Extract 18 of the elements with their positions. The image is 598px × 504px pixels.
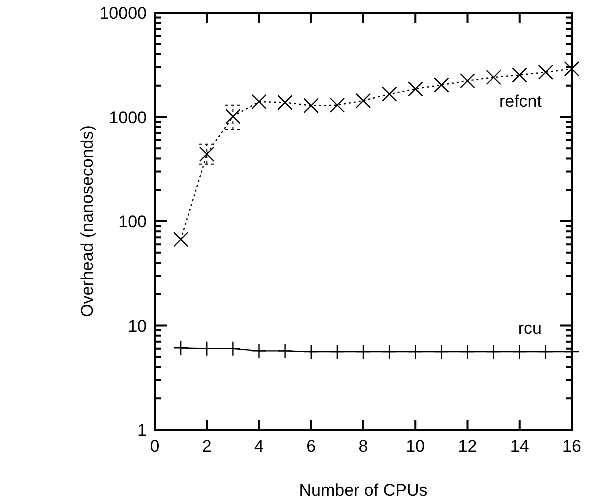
y-tick-label: 10000 [100, 4, 147, 23]
x-tick-label: 14 [510, 437, 530, 456]
x-tick-label: 12 [458, 437, 478, 456]
legend-label: rcu [518, 319, 542, 338]
y-axis-title: Overhead (nanoseconds) [78, 126, 97, 318]
x-tick-label: 16 [562, 437, 582, 456]
x-tick-label: 6 [306, 437, 316, 456]
x-axis-title: Number of CPUs [299, 481, 428, 500]
x-tick-label: 4 [254, 437, 264, 456]
x-tick-label: 0 [150, 437, 160, 456]
series-label: refcnt [499, 92, 542, 112]
x-tick-label: 8 [358, 437, 368, 456]
y-tick-label: 10 [128, 316, 147, 336]
y-tick-label: 1 [138, 421, 147, 440]
x-tick-label: 2 [202, 437, 212, 456]
x-tick-label: 10 [406, 437, 426, 456]
y-tick-label: 100 [118, 212, 147, 232]
y-tick-label: 1000 [109, 108, 147, 128]
